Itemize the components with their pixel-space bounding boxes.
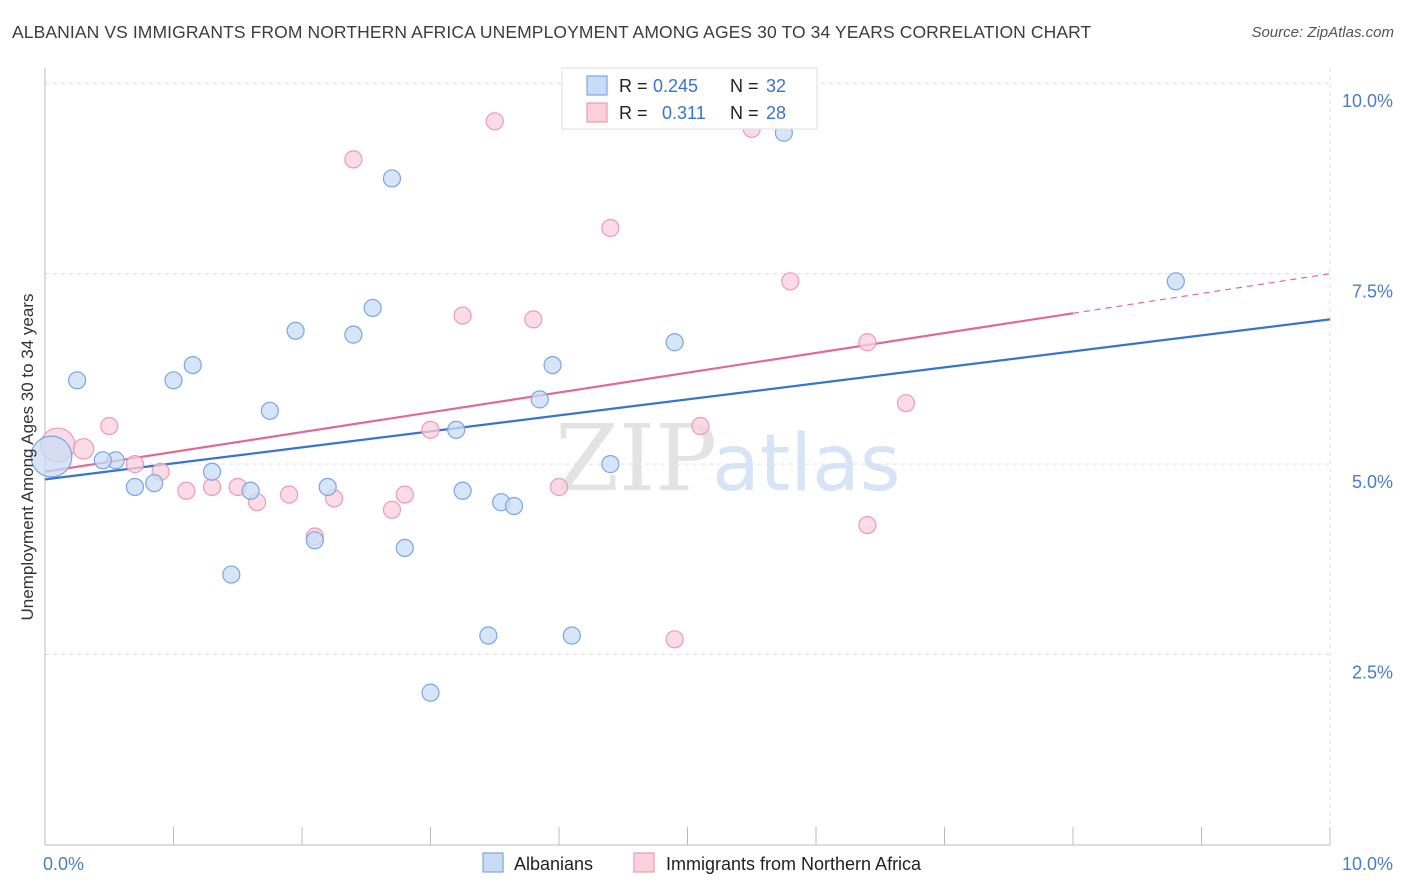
point-albanians [421,683,440,702]
legend-swatch-immigrants [586,102,608,123]
point-albanians [30,435,73,478]
bottom-legend: Albanians Immigrants from Northern Afric… [482,852,922,874]
source-label: Source: ZipAtlas.com [1251,24,1394,41]
point-albanians [665,333,684,352]
point-albanians [543,355,562,375]
point-albanians [562,626,581,645]
chart-title: ALBANIAN VS IMMIGRANTS FROM NORTHERN AFR… [12,22,1092,42]
point-immigrants [691,416,710,436]
point-albanians [93,451,112,470]
point-immigrants [344,150,363,169]
point-immigrants [453,306,472,325]
point-immigrants [177,481,196,500]
y-tick-label: 7.5% [1352,282,1393,302]
y-axis-label: Unemployment Among Ages 30 to 34 years [18,294,37,621]
point-albanians [530,390,549,409]
point-albanians [183,355,202,375]
legend-n-label-1: N = [730,76,759,96]
point-albanians [601,455,620,474]
point-immigrants [100,416,119,436]
point-albanians [1166,272,1185,291]
watermark-zip: ZIP [555,405,717,512]
point-albanians [125,477,145,497]
point-immigrants [395,485,414,504]
y-tick-label: 5.0% [1352,472,1393,492]
legend-r-label-1: R = [619,76,648,96]
point-immigrants [858,333,877,352]
point-immigrants [858,515,877,535]
point-immigrants [382,500,402,519]
bottom-legend-immigrants: Immigrants from Northern Africa [666,854,922,874]
point-albanians [241,481,260,500]
bottom-legend-swatch-albanians [482,852,504,873]
point-albanians [68,371,87,390]
bottom-legend-swatch-immigrants [633,852,655,873]
point-immigrants [421,420,440,439]
point-albanians [395,538,414,558]
trend-line-albanians [44,318,1331,481]
point-albanians [286,321,305,340]
legend-r-value-2: 0.311 [662,103,706,123]
legend-n-value-2: 28 [766,103,786,123]
watermark-atlas: atlas [712,419,901,509]
point-immigrants [485,112,504,131]
legend-r-label-2: R = [619,103,648,123]
point-albanians [318,477,337,497]
legend-box: R = 0.245 N = 32 R = 0.311 N = 28 [561,67,818,130]
point-immigrants [280,485,299,504]
point-immigrants [524,310,543,329]
point-albanians [222,565,241,584]
y-tick-label: 10.0% [1342,91,1393,111]
point-albanians [305,531,324,550]
point-albanians [382,169,402,188]
point-albanians [504,496,524,516]
legend-n-label-2: N = [730,103,759,123]
legend-n-value-1: 32 [766,76,786,96]
legend-swatch-albanians [586,75,608,96]
point-albanians [363,298,382,318]
point-immigrants [601,218,620,238]
point-albanians [164,371,183,390]
trend-line-immigrants [44,312,1074,473]
point-immigrants [781,272,800,291]
x-tick-label-min: 0.0% [43,854,84,874]
point-immigrants [549,477,569,497]
trend-lines [44,273,1331,481]
point-albanians [260,401,279,420]
trend-line-immigrants-extension [1072,273,1331,314]
point-immigrants [72,438,95,460]
watermark: ZIP atlas [555,405,901,512]
point-immigrants [202,477,222,497]
bottom-legend-albanians: Albanians [514,854,593,874]
point-albanians [202,462,222,481]
point-immigrants [665,630,684,649]
x-tick-label-max: 10.0% [1342,854,1393,874]
point-albanians [479,626,498,645]
point-albanians [447,420,466,439]
point-albanians [344,325,363,344]
tick-labels: 2.5% 5.0% 7.5% 10.0% 0.0% 10.0% [43,91,1393,874]
point-immigrants [896,394,916,413]
point-albanians [145,474,164,493]
y-tick-label: 2.5% [1352,663,1393,683]
legend-r-value-1: 0.245 [653,76,698,96]
point-albanians [453,481,472,500]
point-immigrants [125,455,145,474]
